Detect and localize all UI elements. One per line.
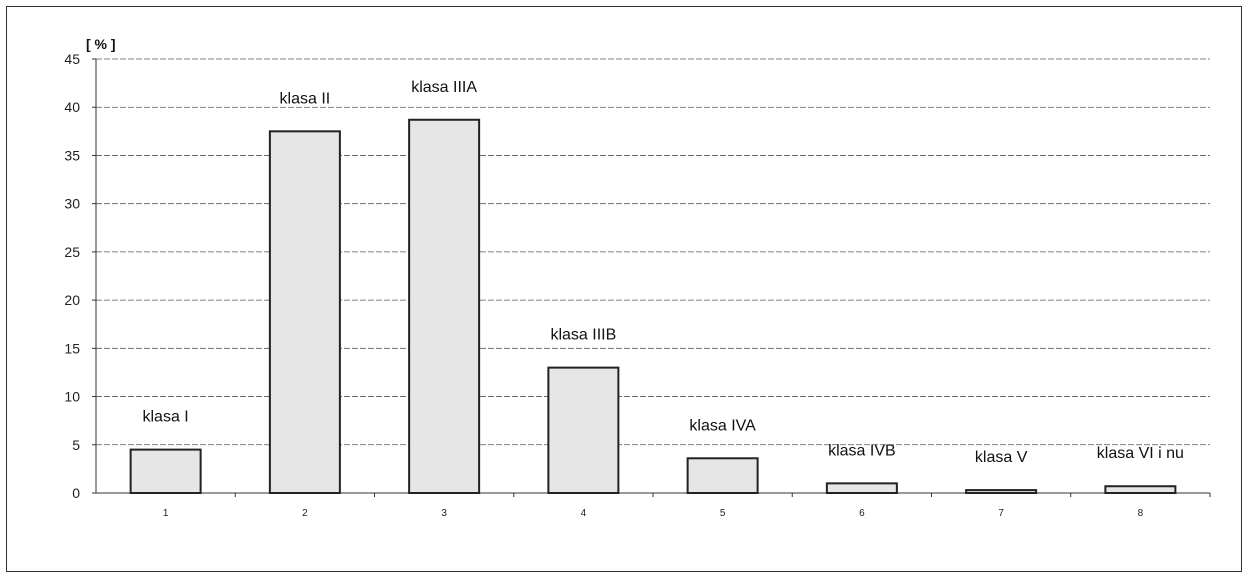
y-tick-label: 0 [72,485,80,501]
x-tick-label: 6 [859,508,865,519]
grid-lines [96,58,1210,446]
data-label: klasa V [975,449,1028,466]
y-tick-label: 35 [64,147,80,163]
x-tick-label: 7 [998,508,1004,519]
bar [129,448,202,495]
bar [1104,485,1177,495]
y-tick-label: 10 [64,389,80,405]
y-tick-label: 20 [64,292,80,308]
data-label: klasa I [143,409,189,426]
data-label: klasa IIIA [411,79,477,96]
data-label: klasa IVB [828,442,896,459]
bar [686,457,759,494]
x-tick-label: 5 [720,508,726,519]
y-tick-labels: 0 5 10 15 20 25 30 35 40 45 [64,51,96,501]
bars [129,118,1177,495]
x-tick-label: 8 [1138,508,1144,519]
x-tick-labels: 1 2 3 4 5 6 7 8 [163,493,1211,519]
y-tick-label: 30 [64,196,80,212]
bar [825,482,898,495]
axes [95,59,1210,494]
x-tick-label: 4 [581,508,587,519]
x-tick-label: 3 [441,508,447,519]
data-label: klasa VI i nu [1097,445,1184,462]
bar [965,489,1038,494]
y-tick-label: 5 [72,437,80,453]
y-tick-label: 40 [64,99,80,115]
chart-frame [6,6,1242,572]
data-label: klasa IVA [689,417,756,434]
y-tick-label: 45 [64,51,80,67]
x-tick-label: 1 [163,508,169,519]
y-axis-unit-label: [ % ] [86,36,116,52]
data-labels: klasa I klasa II klasa IIIA klasa IIIB klasa… [143,79,1184,466]
bar [268,130,341,494]
data-label: klasa IIIB [550,327,616,344]
data-label: klasa II [280,90,331,107]
bar [547,366,620,494]
y-tick-label: 25 [64,244,80,260]
bar [408,118,481,494]
x-tick-label: 2 [302,508,308,519]
y-tick-label: 15 [64,340,80,356]
